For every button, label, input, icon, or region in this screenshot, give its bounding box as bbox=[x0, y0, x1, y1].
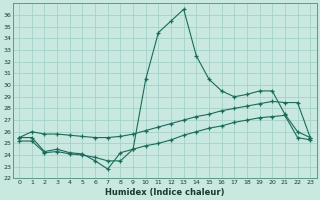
X-axis label: Humidex (Indice chaleur): Humidex (Indice chaleur) bbox=[105, 188, 224, 197]
